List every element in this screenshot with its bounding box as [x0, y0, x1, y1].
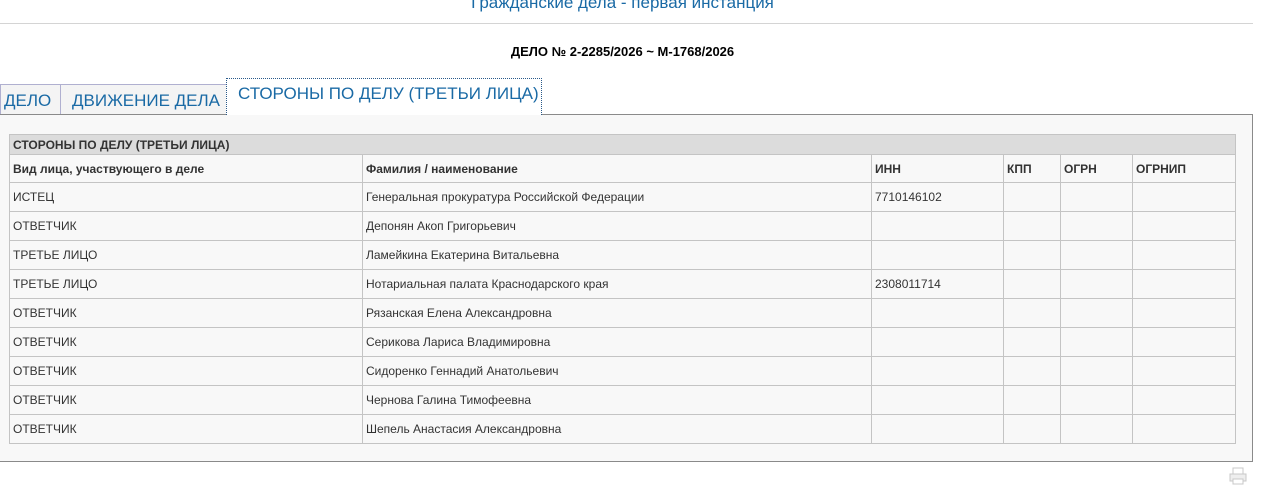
table-cell — [1131, 240, 1237, 270]
table-cell — [1003, 240, 1061, 270]
column-header: КПП — [1003, 154, 1061, 183]
table-cell: ОТВЕТЧИК — [9, 414, 363, 444]
table-cell: ОТВЕТЧИК — [9, 385, 363, 415]
table-row: ОТВЕТЧИК Шепель Анастасия Александровна — [9, 414, 1237, 444]
table-cell — [871, 385, 1004, 415]
table-cell: Рязанская Елена Александровна — [362, 298, 872, 328]
table-cell — [871, 240, 1004, 270]
table-cell — [1003, 356, 1061, 386]
table-cell: ТРЕТЬЕ ЛИЦО — [9, 240, 363, 270]
table-cell: Ламейкина Екатерина Витальевна — [362, 240, 872, 270]
table-cell — [1060, 240, 1133, 270]
table-cell: ОТВЕТЧИК — [9, 356, 363, 386]
table-cell: Шепель Анастасия Александровна — [362, 414, 872, 444]
table-cell — [1003, 269, 1061, 299]
table-cell — [1060, 414, 1133, 444]
table-cell — [1060, 356, 1133, 386]
table-cell — [871, 327, 1004, 357]
column-header: Вид лица, участвующего в деле — [9, 154, 363, 183]
table-cell: 2308011714 — [871, 269, 1004, 299]
table-row: ОТВЕТЧИК Чернова Галина Тимофеевна — [9, 385, 1237, 415]
table-row: ОТВЕТЧИК Депонян Акоп Григорьевич — [9, 211, 1237, 241]
table-cell — [1003, 211, 1061, 241]
tab-dvizhenie-dela[interactable]: ДВИЖЕНИЕ ДЕЛА — [60, 84, 227, 115]
column-header: ИНН — [871, 154, 1004, 183]
table-cell — [871, 211, 1004, 241]
table-cell: ОТВЕТЧИК — [9, 298, 363, 328]
table-cell — [1060, 211, 1133, 241]
table-cell: Генеральная прокуратура Российской Федер… — [362, 182, 872, 212]
table-cell: ТРЕТЬЕ ЛИЦО — [9, 269, 363, 299]
page-title: Гражданские дела - первая инстанция — [471, 0, 774, 12]
table-cell — [1131, 356, 1237, 386]
case-number: ДЕЛО № 2-2285/2026 ~ М-1768/2026 — [510, 44, 735, 59]
table-row: ТРЕТЬЕ ЛИЦО Нотариальная палата Краснодар… — [9, 269, 1237, 299]
table-cell: ОТВЕТЧИК — [9, 327, 363, 357]
table-cell — [1060, 269, 1133, 299]
table-cell: Чернова Галина Тимофеевна — [362, 385, 872, 415]
column-header: ОГРНИП — [1131, 154, 1237, 183]
table-cell — [1131, 298, 1237, 328]
table-cell — [1060, 385, 1133, 415]
table-cell — [1060, 182, 1133, 212]
table-cell — [1060, 327, 1133, 357]
table-cell — [1131, 385, 1237, 415]
table-row: ОТВЕТЧИК Сидоренко Геннадий Анатольевич — [9, 356, 1237, 386]
table-header: Вид лица, участвующего в деле Фамилия / н… — [9, 154, 1237, 183]
table-cell — [871, 356, 1004, 386]
table-cell — [1060, 298, 1133, 328]
table-cell — [871, 298, 1004, 328]
table-cell — [1131, 182, 1237, 212]
printer-icon[interactable] — [1229, 467, 1247, 485]
table-cell — [1003, 298, 1061, 328]
table-cell — [1003, 327, 1061, 357]
table-row: ОТВЕТЧИК Серикова Лариса Владимировна — [9, 327, 1237, 357]
table-caption: СТОРОНЫ ПО ДЕЛУ (ТРЕТЬИ ЛИЦА) — [8, 134, 1237, 155]
column-header: ОГРН — [1060, 154, 1133, 183]
parties-table: СТОРОНЫ ПО ДЕЛУ (ТРЕТЬИ ЛИЦА) Вид лица, … — [8, 134, 1237, 444]
table-cell: Серикова Лариса Владимировна — [362, 327, 872, 357]
table-cell — [1131, 211, 1237, 241]
tab-delo[interactable]: ДЕЛО — [0, 84, 61, 115]
tab-storony-po-delu[interactable]: СТОРОНЫ ПО ДЕЛУ (ТРЕТЬИ ЛИЦА) — [226, 78, 542, 115]
table-cell: ОТВЕТЧИК — [9, 211, 363, 241]
table-row: ОТВЕТЧИК Рязанская Елена Александровна — [9, 298, 1237, 328]
table-cell: Сидоренко Геннадий Анатольевич — [362, 356, 872, 386]
column-header: Фамилия / наименование — [362, 154, 872, 183]
table-cell — [1003, 182, 1061, 212]
table-cell — [871, 414, 1004, 444]
table-cell — [1131, 414, 1237, 444]
table-row: ИСТЕЦ Генеральная прокуратура Российской … — [9, 182, 1237, 212]
table-cell: Нотариальная палата Краснодарского края — [362, 269, 872, 299]
table-row: ТРЕТЬЕ ЛИЦО Ламейкина Екатерина Витальевн… — [9, 240, 1237, 270]
divider — [0, 23, 1253, 24]
table-cell: ИСТЕЦ — [9, 182, 363, 212]
table-cell — [1003, 414, 1061, 444]
table-cell — [1003, 385, 1061, 415]
table-cell — [1131, 327, 1237, 357]
table-cell: Депонян Акоп Григорьевич — [362, 211, 872, 241]
table-cell: 7710146102 — [871, 182, 1004, 212]
table-cell — [1131, 269, 1237, 299]
